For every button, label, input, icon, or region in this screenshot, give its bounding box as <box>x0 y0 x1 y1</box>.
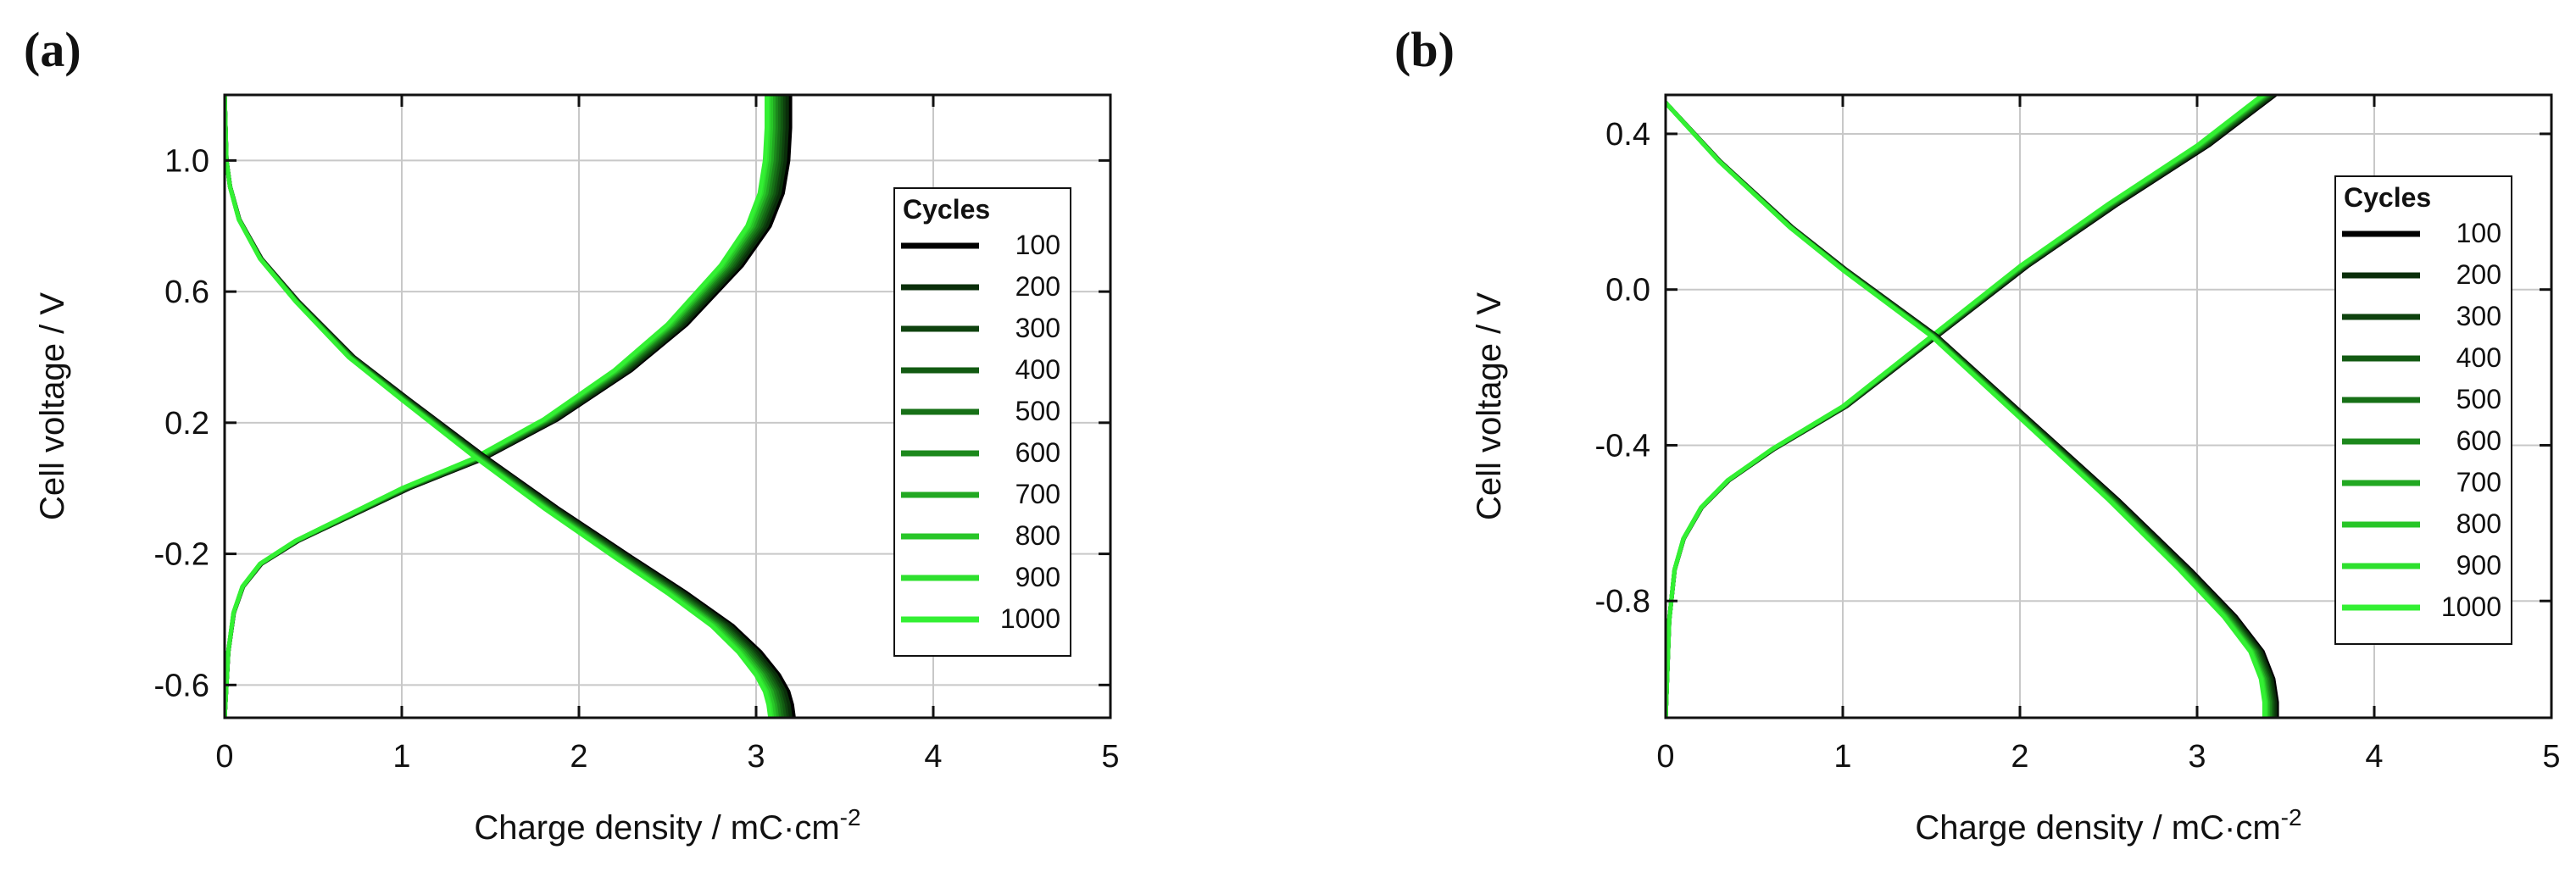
discharge-curve-cycle-800 <box>225 95 777 718</box>
legend-label-800: 800 <box>1015 520 1060 551</box>
charge-curve-cycle-600 <box>1666 95 2270 718</box>
charge-curve-cycle-500 <box>225 95 781 718</box>
legend-label-1000: 1000 <box>2441 591 2501 622</box>
y-tick-label: 0.0 <box>1605 273 1650 308</box>
y-tick-label: -0.2 <box>154 537 209 573</box>
x-axis-label-superscript: -2 <box>2281 804 2302 830</box>
charge-curve-cycle-500 <box>1666 95 2272 718</box>
y-tick-label: -0.8 <box>1595 584 1650 619</box>
legend-label-800: 800 <box>2456 508 2501 539</box>
legend-title: Cycles <box>903 194 990 225</box>
panel-label: (a) <box>24 22 81 77</box>
charge-curve-cycle-800 <box>1666 95 2267 718</box>
legend-label-300: 300 <box>1015 313 1060 343</box>
x-tick-label: 3 <box>2188 739 2206 775</box>
charge-curve-cycle-200 <box>225 95 789 718</box>
y-tick-label: 0.6 <box>164 275 209 310</box>
x-tick-label: 4 <box>2365 739 2383 775</box>
charge-curve-cycle-100 <box>1666 95 2278 718</box>
legend-label-700: 700 <box>2456 467 2501 497</box>
x-tick-label: 1 <box>1833 739 1851 775</box>
discharge-curve-cycle-1000 <box>225 95 773 718</box>
charge-curve-cycle-900 <box>1666 95 2267 718</box>
legend-label-900: 900 <box>2456 550 2501 580</box>
x-tick-label: 0 <box>215 739 233 775</box>
discharge-curve-cycle-400 <box>225 95 787 718</box>
panel-label: (b) <box>1394 22 1455 77</box>
legend-label-500: 500 <box>1015 396 1060 426</box>
charge-curve-cycle-700 <box>1666 95 2268 718</box>
legend: Cycles 100 200 300 400 500 600 700 800 900 1000 <box>893 187 1071 657</box>
legend-label-400: 400 <box>1015 354 1060 385</box>
charge-curve-cycle-200 <box>1666 95 2276 718</box>
legend-label-600: 600 <box>1015 437 1060 468</box>
discharge-curve-cycle-500 <box>225 95 785 718</box>
charge-curve-cycle-800 <box>225 95 773 718</box>
charge-curve-cycle-1000 <box>1666 95 2265 718</box>
charge-curve-cycle-600 <box>225 95 778 718</box>
charge-curve-cycle-100 <box>225 95 793 718</box>
legend-label-300: 300 <box>2456 301 2501 331</box>
charge-curve-cycle-300 <box>1666 95 2274 718</box>
legend-label-200: 200 <box>2456 259 2501 290</box>
legend-label-100: 100 <box>2456 218 2501 248</box>
x-axis-label: Charge density / mC·cm-2 <box>474 804 860 847</box>
legend-label-500: 500 <box>2456 384 2501 414</box>
x-tick-label: 4 <box>924 739 942 775</box>
legend-label-700: 700 <box>1015 479 1060 509</box>
discharge-curve-cycle-600 <box>225 95 782 718</box>
charge-curve-cycle-1000 <box>225 95 769 718</box>
panel-a: (a) 0 1 2 3 4 5 -0.6 -0.2 0.2 0.6 1.0 Charge density… <box>24 22 1120 847</box>
y-tick-label: 0.2 <box>164 406 209 442</box>
legend-label-400: 400 <box>2456 342 2501 373</box>
discharge-curve-cycle-700 <box>225 95 780 718</box>
axes-frame <box>223 93 1112 719</box>
y-axis-label: Cell voltage / V <box>34 292 71 520</box>
x-axis-label: Charge density / mC·cm-2 <box>1915 804 2301 847</box>
x-axis-label-text: Charge density / mC·cm <box>474 809 839 847</box>
legend-label-900: 900 <box>1015 562 1060 592</box>
x-tick-label: 3 <box>747 739 765 775</box>
x-tick-label: 2 <box>2011 739 2028 775</box>
discharge-curve-cycle-900 <box>225 95 775 718</box>
legend: Cycles 100 200 300 400 500 600 700 800 900 1000 <box>2334 175 2512 645</box>
x-tick-label: 5 <box>1101 739 1119 775</box>
y-tick-label: -0.6 <box>154 668 209 703</box>
y-tick-label: -0.4 <box>1595 428 1650 464</box>
legend-label-200: 200 <box>1015 271 1060 302</box>
x-tick-label: 0 <box>1656 739 1674 775</box>
x-axis-label-superscript: -2 <box>840 804 861 830</box>
axes-frame <box>1664 93 2553 719</box>
x-tick-label: 1 <box>392 739 410 775</box>
charge-curve-cycle-400 <box>1666 95 2273 718</box>
plot-area <box>1666 95 2279 718</box>
charge-curve-cycle-900 <box>225 95 771 718</box>
legend-label-100: 100 <box>1015 230 1060 260</box>
discharge-curve-cycle-1000 <box>1666 100 2267 718</box>
x-tick-label: 2 <box>570 739 587 775</box>
plot-area <box>225 95 796 718</box>
legend-title: Cycles <box>2344 182 2431 213</box>
y-axis-label: Cell voltage / V <box>1471 292 1508 520</box>
charge-curve-cycle-300 <box>225 95 786 718</box>
legend-label-600: 600 <box>2456 425 2501 456</box>
x-tick-label: 5 <box>2542 739 2560 775</box>
charge-curve-cycle-400 <box>225 95 783 718</box>
panel-b: (b) 0 1 2 3 4 5 -0.8 -0.4 0.0 0.4 Charge density / … <box>1394 22 2561 847</box>
discharge-curve-cycle-200 <box>225 95 793 718</box>
y-tick-label: 0.4 <box>1605 117 1650 153</box>
discharge-curve-cycle-300 <box>225 95 789 718</box>
legend-label-1000: 1000 <box>1000 603 1060 634</box>
charge-curve-cycle-700 <box>225 95 776 718</box>
x-axis-label-text: Charge density / mC·cm <box>1915 809 2280 847</box>
y-tick-label: 1.0 <box>164 143 209 179</box>
